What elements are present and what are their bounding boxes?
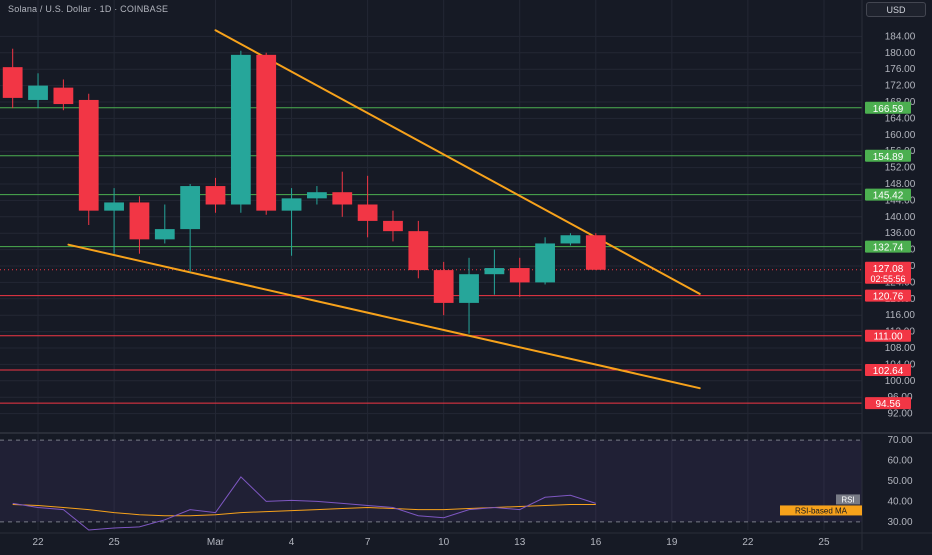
time-tick-label: 16 [590,537,602,548]
time-tick-label: 25 [109,537,121,548]
candle-bullish[interactable] [307,192,327,199]
rsi-band-fill [0,440,862,522]
time-tick-label: 25 [818,537,830,548]
price-tick-label: 160.00 [885,130,916,141]
time-tick-label: 7 [365,537,371,548]
candle-bullish[interactable] [154,229,175,240]
candle-bullish[interactable] [560,235,581,244]
rsi-tick-label: 30.00 [887,517,912,528]
countdown-label: 02:55:56 [870,274,905,284]
candle-bullish[interactable] [459,274,479,303]
rsi-ma-label-bg [780,505,862,516]
price-tick-label: 144.00 [885,195,916,206]
price-tick-label: 172.00 [885,81,916,92]
level-price-label: 94.56 [875,399,900,410]
current-price-tag [865,261,911,284]
level-price-tag [865,188,911,201]
candle-bearish[interactable] [205,186,226,205]
level-price-label: 120.76 [873,292,904,303]
price-tick-label: 164.00 [885,113,916,124]
candle-bullish[interactable] [28,85,48,100]
rsi-ma-line [12,504,596,517]
candle-bearish[interactable] [509,268,530,283]
level-price-tag [865,149,911,162]
level-price-tag [865,329,911,342]
candle-bearish[interactable] [433,270,454,303]
price-tick-label: 100.00 [885,376,916,387]
rsi-label-bg [836,494,860,505]
level-price-tag [865,101,911,114]
candle-bearish[interactable] [585,235,606,270]
trendline[interactable] [67,243,701,390]
candle-bearish[interactable] [53,87,74,105]
rsi-tick-label: 40.00 [887,496,912,507]
candle-bullish[interactable] [104,202,124,211]
time-tick-label: 10 [438,537,450,548]
price-tick-label: 152.00 [885,163,916,174]
level-price-label: 111.00 [873,332,903,343]
price-tick-label: 180.00 [885,48,916,59]
level-price-label: 132.74 [873,243,904,254]
level-price-tag [865,289,911,302]
candle-bearish[interactable] [383,220,403,232]
price-tick-label: 184.00 [885,31,916,42]
price-tick-label: 136.00 [885,228,916,239]
candle-bullish[interactable] [281,198,302,211]
level-price-tag [865,363,911,376]
candle-bullish[interactable] [180,186,201,230]
time-tick-label: 4 [289,537,295,548]
symbol-title: Solana / U.S. Dollar · 1D · COINBASE [8,4,169,14]
rsi-tick-label: 50.00 [887,476,912,487]
time-tick-label: Mar [207,537,225,548]
candle-bearish[interactable] [2,67,23,98]
price-tick-label: 108.00 [885,343,916,354]
current-price-label: 127.08 [873,264,904,275]
currency-button[interactable]: USD [866,2,926,17]
rsi-tick-label: 60.00 [887,456,912,467]
time-tick-label: 13 [514,537,526,548]
candle-bearish[interactable] [408,231,429,271]
level-price-label: 102.64 [873,366,904,377]
rsi-line [12,476,596,531]
level-price-label: 154.89 [873,152,904,163]
price-tick-label: 148.00 [885,179,916,190]
candle-bearish[interactable] [357,204,378,221]
rsi-ma-label: RSI-based MA [795,506,848,515]
candle-bearish[interactable] [256,54,277,211]
level-price-label: 145.42 [873,191,904,202]
candle-bullish[interactable] [535,243,555,283]
level-price-label: 166.59 [873,104,904,115]
rsi-label: RSI [841,495,854,504]
price-tick-label: 176.00 [885,64,916,75]
level-price-tag [865,397,911,410]
candle-bearish[interactable] [332,192,353,205]
price-tick-label: 140.00 [885,212,916,223]
rsi-tick-label: 70.00 [887,435,912,446]
trendline[interactable] [214,29,701,295]
candle-bullish[interactable] [230,54,251,205]
price-tick-label: 116.00 [885,310,915,321]
time-tick-label: 22 [742,537,754,548]
time-tick-label: 22 [32,537,44,548]
price-tick-label: 92.00 [887,409,912,420]
candle-bearish[interactable] [129,202,150,240]
time-tick-label: 19 [666,537,678,548]
level-price-tag [865,240,911,253]
candle-bearish[interactable] [78,99,99,211]
candle-bullish[interactable] [484,268,505,275]
